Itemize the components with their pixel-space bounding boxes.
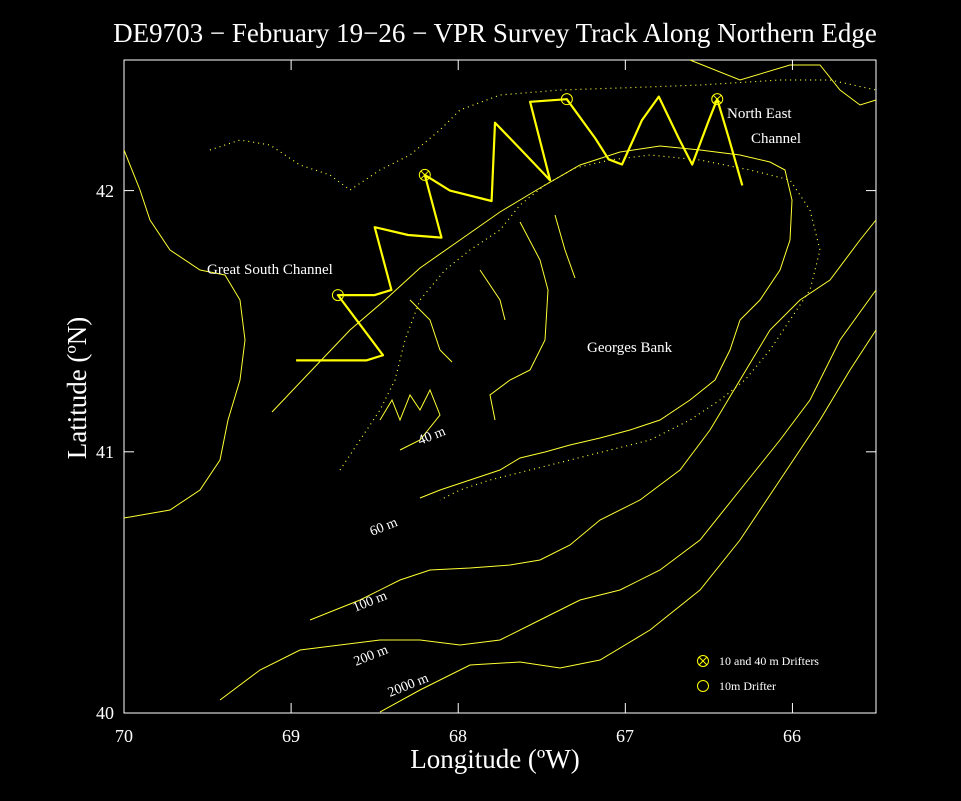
- contour-2000m: [379, 329, 877, 713]
- contour-label-60m: 60 m: [368, 515, 400, 540]
- survey-track: [296, 95, 744, 362]
- legend-drifter-10-40-label: 10 and 40 m Drifters: [719, 654, 819, 668]
- map-title: DE9703 − February 19−26 − VPR Survey Tra…: [113, 18, 877, 48]
- axis-ticks: [123, 60, 876, 714]
- y-tick-label: 42: [96, 181, 114, 201]
- drifter-10-40-marker: [711, 93, 724, 106]
- y-tick-label: 40: [96, 703, 114, 723]
- x-tick-label: 70: [115, 726, 133, 746]
- x-axis-label: Longitude (ºW): [410, 744, 580, 774]
- contour-40m: [339, 154, 821, 501]
- drifter-10-40-marker: [418, 168, 431, 181]
- drifter-10-40-cross: [420, 170, 430, 180]
- label-georges-bank: Georges Bank: [587, 340, 673, 356]
- legend-drifter-10-icon: [697, 680, 709, 692]
- legend-drifter-10-40-cross: [698, 656, 708, 666]
- label-great-south-channel: Great South Channel: [207, 262, 333, 278]
- x-tick-label: 67: [616, 726, 634, 746]
- legend-drifter-10-label: 10m Drifter: [719, 679, 776, 693]
- contour-label-40m: 40 m: [416, 424, 448, 449]
- label-channel: Channel: [751, 131, 801, 147]
- legend: 10 and 40 m Drifters 10m Drifter: [697, 654, 819, 693]
- contour-60m: [123, 149, 246, 519]
- contour-100m: [309, 219, 877, 621]
- drifter-10-marker: [560, 93, 573, 106]
- contour-northeast-solid: [689, 59, 877, 106]
- legend-drifter-10-40-icon: [697, 655, 709, 667]
- y-axis-label: Latitude (ºN): [62, 317, 92, 460]
- contour-label-100m: 100 m: [351, 589, 390, 616]
- label-north-east: North East: [727, 106, 792, 122]
- y-tick-label: 41: [96, 442, 114, 462]
- contour-shoal-fingers: [379, 214, 576, 451]
- drifter-markers: [331, 93, 724, 302]
- x-tick-label: 66: [783, 726, 801, 746]
- x-tick-label: 69: [282, 726, 300, 746]
- plot-frame: [123, 59, 877, 714]
- drifter-10-40-cross: [712, 94, 722, 104]
- drifter-10-marker: [331, 289, 344, 302]
- contour-shoal-outline: [271, 145, 793, 499]
- x-tick-label: 68: [449, 726, 467, 746]
- bathymetry-contours: [123, 59, 877, 713]
- contour-200m: [219, 289, 877, 701]
- contour-label-200m: 200 m: [352, 643, 391, 670]
